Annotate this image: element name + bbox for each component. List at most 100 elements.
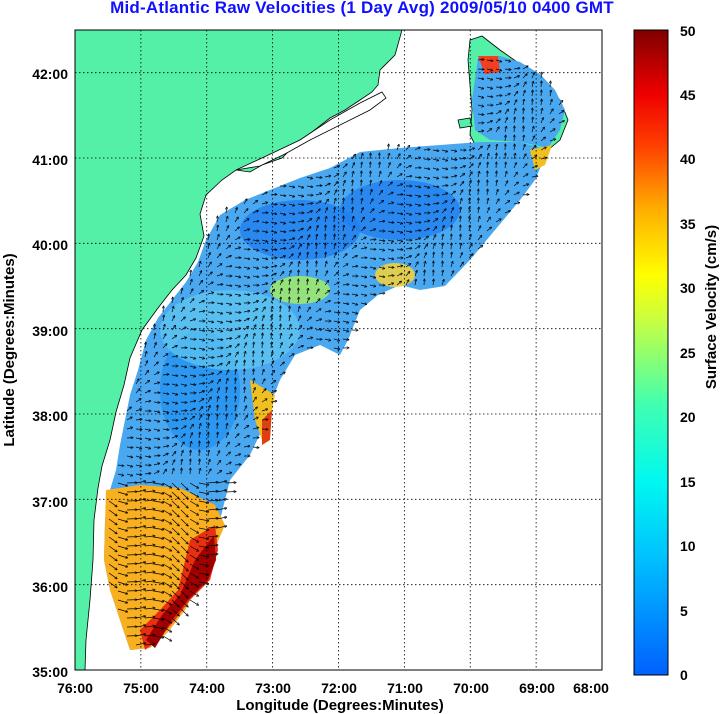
velocity-vector [334,207,335,214]
velocity-vector [279,222,286,224]
velocity-vector [288,230,295,231]
velocity-vector [243,326,249,331]
colorbar-tick-label: 10 [680,538,696,554]
velocity-vector [414,204,421,206]
velocity-vector [496,171,497,178]
velocity-vector [477,154,482,160]
velocity-vector [262,333,263,340]
velocity-vector [117,545,128,549]
velocity-vector [180,402,187,403]
velocity-vector [324,183,330,187]
velocity-vector [540,137,546,142]
velocity-vector [108,518,117,525]
velocity-vector [216,303,223,304]
velocity-vector [216,330,223,331]
velocity-vector [261,222,268,223]
velocity-vector [144,370,149,376]
velocity-vector [252,387,255,394]
velocity-field-new-england [472,56,565,148]
velocity-vector [369,229,376,232]
velocity-vector [216,490,227,493]
velocity-vector [531,155,537,160]
velocity-vector [315,289,319,295]
velocity-vector [198,536,209,539]
velocity-vector [207,312,214,313]
velocity-vector [396,249,403,250]
colorbar-tick-label: 30 [680,280,696,296]
velocity-vector [441,201,447,205]
velocity-vector [235,378,236,385]
velocity-vector [450,208,453,214]
velocity-vector [505,126,506,133]
velocity-vector [298,306,300,313]
velocity-vector [324,176,331,177]
velocity-vector [378,257,385,260]
velocity-vector [495,69,502,71]
velocity-fast-patch-shelf [270,276,330,304]
velocity-vector [171,346,177,349]
velocity-vector [279,212,286,215]
x-tick-label: 76:00 [57,680,93,696]
velocity-vector [550,90,551,97]
velocity-vector [198,554,209,557]
velocity-vector [531,136,535,142]
velocity-vector [495,87,502,88]
velocity-vector [324,339,331,341]
velocity-vector [342,330,349,331]
velocity-vector [270,222,277,224]
velocity-vector [171,581,179,589]
velocity-vector [450,150,457,151]
velocity-vector [144,401,151,402]
velocity-vector [189,365,196,368]
velocity-vector [216,460,221,466]
velocity-vector [306,317,311,322]
velocity-vector [153,545,164,548]
velocity-vector [153,527,164,530]
velocity-vector [189,527,199,533]
velocity-vector [225,226,229,232]
velocity-vector [153,608,164,611]
x-tick-labels: 76:00 75:00 74:00 73:00 72:00 71:00 70:0… [57,680,609,696]
velocity-vector [189,329,196,330]
velocity-vector [540,147,546,151]
velocity-vector [352,171,354,178]
velocity-vector [414,262,418,268]
velocity-vector [396,230,403,233]
velocity-vector [370,153,371,160]
velocity-vector [252,249,259,251]
velocity-vector [469,198,470,205]
velocity-vector [226,423,227,430]
velocity-vector [279,280,283,286]
velocity-vector [270,380,276,385]
velocity-vector [243,239,250,240]
velocity-vector [486,113,493,114]
velocity-vector [153,554,164,557]
velocity-vector [171,527,179,535]
x-tick-label: 71:00 [387,680,423,696]
velocity-vector [450,271,454,277]
velocity-vector [126,464,133,467]
velocity-vector [171,392,178,395]
velocity-vector [190,270,191,277]
velocity-vector [541,81,542,88]
velocity-vector [262,351,263,358]
velocity-vector [144,491,155,492]
velocity-vector [207,482,218,483]
velocity-vector [433,261,434,268]
velocity-vector [405,145,410,151]
velocity-vector [180,536,188,544]
velocity-vector [234,414,237,421]
velocity-vector [513,172,517,178]
x-tick-label: 69:00 [519,680,555,696]
velocity-vector [180,426,186,430]
velocity-vector [189,536,199,542]
velocity-vector [288,324,291,331]
velocity-vector [361,171,362,178]
velocity-vector [189,309,195,313]
velocity-vector [162,354,168,358]
velocity-vector [225,432,228,439]
velocity-vector [315,299,320,304]
velocity-vector [297,221,304,222]
velocity-vector [270,194,277,195]
velocity-vector [208,423,209,430]
